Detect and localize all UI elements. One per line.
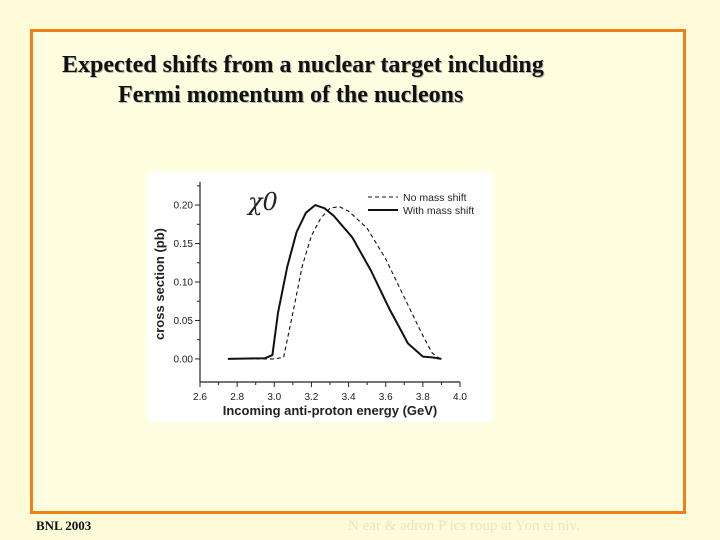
x-tick-label: 2.6: [193, 392, 207, 403]
x-tick-label: 2.8: [230, 392, 244, 403]
chart-panel: 2.6 2.8 3.0 3.2 3.4 3.6 3.8 4.0 0.00 0.05 0.10 0.15…: [148, 172, 492, 422]
series-group: [227, 204, 442, 360]
cross-section-chart: 2.6 2.8 3.0 3.2 3.4 3.6 3.8 4.0 0.00 0.05 0.10 0.15…: [152, 182, 474, 418]
title-line-1: Expected shifts from a nuclear target in…: [62, 52, 544, 78]
x-tick-label: 3.2: [304, 392, 318, 403]
x-tick-label: 3.6: [379, 392, 393, 403]
y-axis-label: cross section (pb): [152, 228, 167, 340]
legend-entry: With mass shift: [403, 205, 474, 217]
footer-conference: BNL 2003: [36, 518, 92, 533]
y-tick-label: 0.20: [174, 201, 194, 212]
x-tick-label: 3.4: [342, 392, 356, 403]
x-tick-label: 4.0: [453, 392, 467, 403]
chart-annotation: χ0: [246, 188, 278, 216]
x-tick-label: 3.8: [416, 392, 430, 403]
y-tick-label: 0.15: [174, 239, 194, 250]
axes-group: 2.6 2.8 3.0 3.2 3.4 3.6 3.8 4.0 0.00 0.05 0.10 0.15…: [174, 182, 467, 403]
y-tick-label: 0.00: [174, 354, 194, 365]
y-tick-label: 0.05: [174, 316, 194, 327]
title-line-2: Fermi momentum of the nucleons: [118, 82, 464, 108]
legend-entry: No mass shift: [403, 192, 467, 204]
x-axis-label: Incoming anti-proton energy (GeV): [223, 403, 438, 418]
series-line-2: [227, 204, 442, 360]
y-tick-label: 0.10: [174, 278, 194, 289]
x-tick-label: 3.0: [267, 392, 281, 403]
footer-group-name: N ear & adron P ics roup at Yon ei niv.: [348, 518, 580, 534]
series-line-1: [227, 206, 442, 360]
slide-title: Expected shifts from a nuclear target in…: [62, 50, 662, 110]
